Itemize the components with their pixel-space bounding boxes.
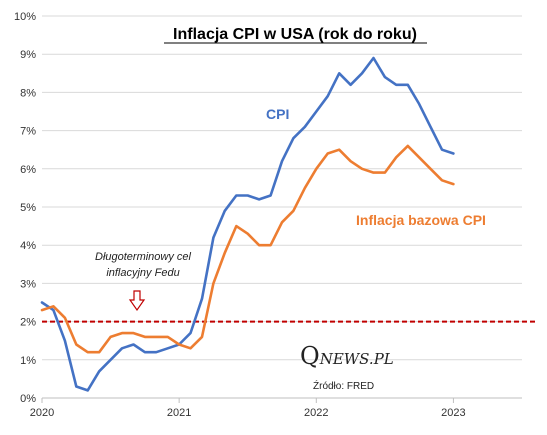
cpi-series-line xyxy=(40,56,455,392)
y-tick-label: 8% xyxy=(20,87,36,99)
series-layer xyxy=(40,56,537,392)
y-tick-label: 9% xyxy=(20,49,36,61)
chart-title: Inflacja CPI w USA (rok do roku) xyxy=(173,26,417,43)
y-tick-label: 2% xyxy=(20,317,36,329)
target-annotation-line2: inflacyjny Fedu xyxy=(106,267,179,279)
y-tick-label: 0% xyxy=(20,393,36,405)
brand-logo-q: Q xyxy=(300,342,320,370)
source-note: Źródło: FRED xyxy=(313,379,374,392)
x-tick-label: 2023 xyxy=(441,407,465,419)
x-tick-label: 2021 xyxy=(167,407,191,419)
core-cpi-series-label: Inflacja bazowa CPI xyxy=(356,212,486,228)
x-tick-label: 2020 xyxy=(30,407,54,419)
brand-logo-rest: NEWS.PL xyxy=(319,350,394,368)
target-annotation-line1: Długoterminowy cel xyxy=(95,251,192,263)
y-tick-label: 5% xyxy=(20,202,36,214)
y-tick-label: 4% xyxy=(20,240,36,252)
y-tick-label: 6% xyxy=(20,164,36,176)
axis-layer: 0% 1% 2% 3% 4% 5% 6% 7% 8% 9% 10% 2020 2021 2022 2023 xyxy=(14,11,522,419)
grid-layer xyxy=(42,15,522,399)
y-tick-label: 10% xyxy=(14,11,36,23)
y-tick-label: 7% xyxy=(20,126,36,138)
core-cpi-series-line xyxy=(40,144,455,354)
brand-logo: QNEWS.PL xyxy=(300,342,394,370)
down-arrow-icon xyxy=(128,290,146,312)
cpi-series-label: CPI xyxy=(266,106,289,122)
x-tick-label: 2022 xyxy=(304,407,328,419)
y-tick-label: 1% xyxy=(20,355,36,367)
y-tick-label: 3% xyxy=(20,278,36,290)
